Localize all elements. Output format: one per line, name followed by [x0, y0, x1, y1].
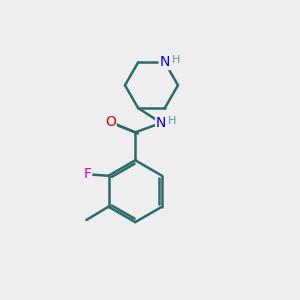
Text: H: H — [168, 116, 177, 126]
Text: N: N — [156, 116, 166, 130]
Text: H: H — [172, 55, 180, 65]
Text: O: O — [105, 115, 116, 129]
Text: F: F — [83, 167, 91, 181]
Text: N: N — [160, 55, 170, 69]
